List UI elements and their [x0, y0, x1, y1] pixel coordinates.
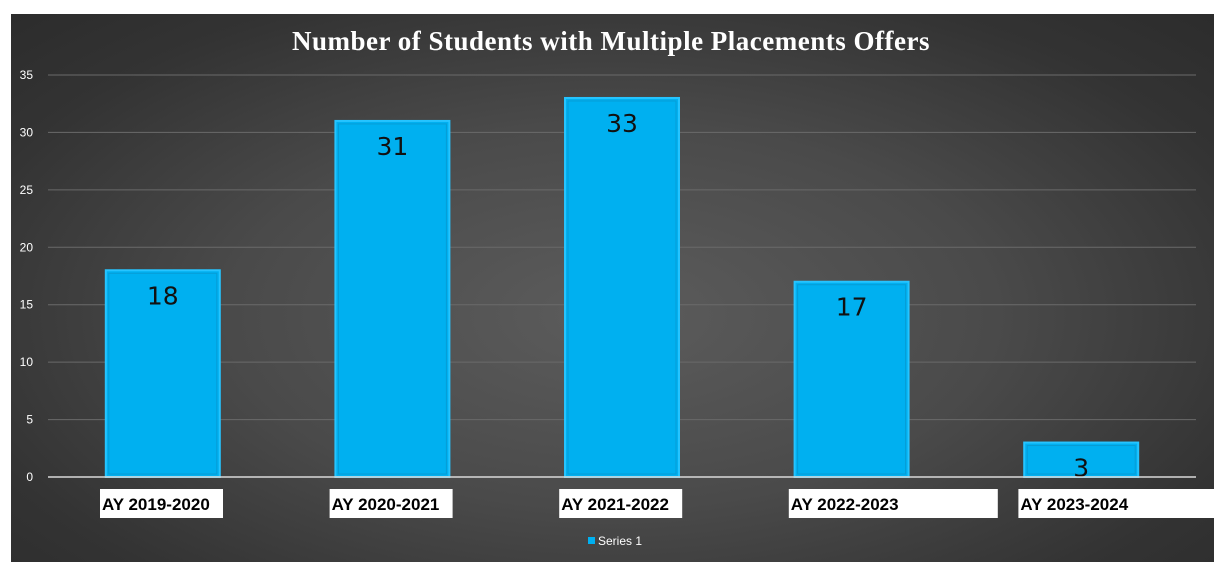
- y-tick-label: 15: [20, 298, 34, 312]
- category-label-box: [329, 489, 453, 518]
- chart-title: Number of Students with Multiple Placeme…: [292, 26, 930, 56]
- data-label: 18: [147, 281, 179, 310]
- data-label: 17: [836, 293, 868, 322]
- y-tick-label: 0: [26, 470, 33, 484]
- y-tick-label: 20: [20, 240, 34, 254]
- data-label: 3: [1073, 454, 1089, 483]
- bar-inner-edge: [797, 284, 907, 475]
- bar: [1023, 441, 1140, 478]
- data-labels: 18 31 33 17 3: [147, 109, 1089, 483]
- chart-area: Number of Students with Multiple Placeme…: [11, 14, 1214, 562]
- bar-inner-edge: [337, 123, 447, 475]
- bar: [334, 119, 451, 478]
- legend-swatch: [588, 537, 595, 544]
- bar-inner-edge: [108, 272, 218, 475]
- category-label: AY 2023-2024: [1020, 495, 1128, 514]
- category-label: AY 2022-2023: [791, 495, 899, 514]
- y-tick-label: 30: [20, 125, 34, 139]
- legend: Series 1: [588, 534, 642, 548]
- category-label-box: [100, 489, 223, 518]
- bar: [793, 280, 910, 478]
- chart-svg: Number of Students with Multiple Placeme…: [20, 26, 1214, 548]
- y-tick-label: 25: [20, 183, 34, 197]
- legend-label: Series 1: [598, 534, 642, 548]
- category-labels: AY 2019-2020 AY 2020-2021 AY 2021-2022 AY 2…: [100, 489, 1214, 518]
- y-tick-label: 35: [20, 68, 34, 82]
- bars: [104, 96, 1140, 478]
- category-label: AY 2020-2021: [332, 495, 440, 514]
- category-label-box: [1018, 489, 1214, 518]
- data-label: 33: [606, 109, 638, 138]
- category-label-box: [788, 489, 998, 518]
- y-tick-label: 5: [26, 413, 33, 427]
- y-tick-label: 10: [20, 355, 34, 369]
- bar-inner-edge: [567, 100, 677, 475]
- category-label: AY 2021-2022: [561, 495, 669, 514]
- y-axis-ticks: 0 5 10 15 20 25 30 35: [20, 68, 34, 484]
- category-label: AY 2019-2020: [102, 495, 210, 514]
- bar: [564, 96, 680, 478]
- data-label: 31: [376, 132, 408, 161]
- bar-inner-edge: [1026, 445, 1136, 475]
- category-label-box: [559, 489, 683, 518]
